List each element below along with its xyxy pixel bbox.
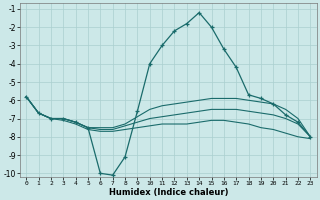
X-axis label: Humidex (Indice chaleur): Humidex (Indice chaleur) <box>108 188 228 197</box>
